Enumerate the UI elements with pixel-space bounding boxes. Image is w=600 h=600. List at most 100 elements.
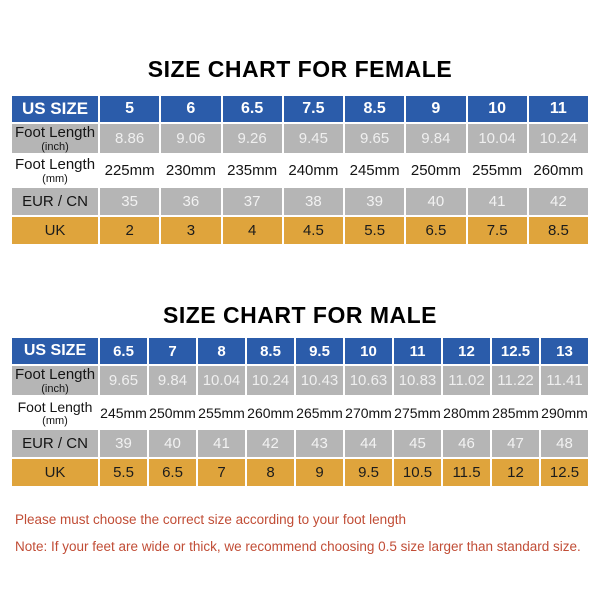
value-cell: 9.5 [294, 336, 345, 366]
row-label: EUR / CN [10, 428, 100, 459]
value-cell: 8 [196, 336, 247, 366]
value-cell: 9.84 [147, 364, 198, 397]
value-cell: 8.5 [342, 94, 407, 124]
value-cell: 255mm [196, 395, 247, 430]
male-chart-title: SIZE CHART FOR MALE [163, 302, 437, 328]
value-cell: 5.5 [98, 457, 149, 488]
value-cell: 260mm [526, 153, 591, 188]
value-cell: 39 [98, 428, 149, 459]
value-cell: 45 [392, 428, 443, 459]
value-cell: 10.5 [392, 457, 443, 488]
value-cell: 46 [441, 428, 492, 459]
row-sublabel: (inch) [41, 383, 69, 395]
value-cell: 11.5 [441, 457, 492, 488]
value-cell: 225mm [97, 153, 162, 188]
male-size-chart-uk-row: UK 5.5 6.5 7 8 9 9.5 10.5 11.5 12 12.5 [10, 457, 590, 488]
value-cell: 235mm [220, 153, 284, 188]
value-cell: 6.5 [220, 94, 284, 124]
value-cell: 42 [526, 186, 591, 217]
notes: Please must choose the correct size acco… [15, 511, 600, 555]
row-sublabel: (mm) [42, 414, 68, 427]
value-cell: 39 [342, 186, 407, 217]
row-label: Foot Length (inch) [10, 364, 100, 397]
value-cell: 9.65 [98, 364, 149, 397]
male-size-chart-mm-row: Foot Length (mm) 245mm 250mm 255mm 260mm 265mm… [10, 395, 590, 430]
value-cell: 12.5 [490, 336, 541, 366]
value-cell: 6 [159, 94, 223, 124]
value-cell: 260mm [245, 395, 296, 430]
value-cell: 7 [196, 457, 247, 488]
value-cell: 44 [343, 428, 394, 459]
value-cell: 265mm [294, 395, 345, 430]
note-line-1: Please must choose the correct size acco… [15, 512, 406, 527]
value-cell: 285mm [490, 395, 541, 430]
row-label: EUR / CN [10, 186, 100, 217]
male-size-chart-eur-row: EUR / CN 39 40 41 42 43 44 45 46 47 48 [10, 428, 590, 459]
value-cell: 12 [490, 457, 541, 488]
value-cell: 9.06 [159, 122, 223, 155]
row-sublabel: (mm) [42, 173, 68, 185]
value-cell: 8.5 [245, 336, 296, 366]
row-label: Foot Length (inch) [10, 122, 100, 155]
value-cell: 7.5 [281, 94, 346, 124]
value-cell: 5.5 [342, 215, 407, 246]
value-cell: 10.63 [343, 364, 394, 397]
value-cell: 37 [220, 186, 284, 217]
value-cell: 47 [490, 428, 541, 459]
value-cell: 43 [294, 428, 345, 459]
female-size-chart-mm-row: Foot Length (mm) 225mm 230mm 235mm 240mm 245mm… [10, 153, 591, 188]
value-cell: 280mm [441, 395, 492, 430]
male-size-table: US SIZE 6.5 7 8 8.5 9.5 10 11 12 12.5 13 Foot Lengt… [10, 336, 590, 488]
row-label: UK [10, 215, 100, 246]
note-line-2: Note: If your feet are wide or thick, we… [15, 539, 581, 554]
value-cell: 11.22 [490, 364, 541, 397]
value-cell: 250mm [147, 395, 198, 430]
row-sublabel: (inch) [41, 141, 69, 153]
value-cell: 9.65 [342, 122, 407, 155]
value-cell: 6.5 [147, 457, 198, 488]
row-label: US SIZE [10, 336, 100, 366]
value-cell: 9 [404, 94, 468, 124]
value-cell: 10 [343, 336, 394, 366]
value-cell: 10.83 [392, 364, 443, 397]
value-cell: 230mm [159, 153, 223, 188]
row-label: UK [10, 457, 100, 488]
value-cell: 275mm [392, 395, 443, 430]
female-size-chart-inch-row: Foot Length (inch) 8.86 9.06 9.26 9.45 9.65 9.8… [10, 122, 591, 155]
value-cell: 38 [281, 186, 346, 217]
value-cell: 245mm [342, 153, 407, 188]
value-cell: 9.26 [220, 122, 284, 155]
value-cell: 11 [526, 94, 591, 124]
value-cell: 10.43 [294, 364, 345, 397]
value-cell: 40 [147, 428, 198, 459]
value-cell: 7.5 [465, 215, 529, 246]
value-cell: 4 [220, 215, 284, 246]
value-cell: 245mm [98, 395, 149, 430]
value-cell: 35 [97, 186, 162, 217]
value-cell: 11.02 [441, 364, 492, 397]
value-cell: 6.5 [98, 336, 149, 366]
male-size-chart-header-row: US SIZE 6.5 7 8 8.5 9.5 10 11 12 12.5 13 [10, 336, 590, 366]
value-cell: 11 [392, 336, 443, 366]
value-cell: 5 [97, 94, 162, 124]
female-size-table: US SIZE 5 6 6.5 7.5 8.5 9 10 11 Foot Length (inch)… [10, 94, 591, 246]
value-cell: 2 [97, 215, 162, 246]
value-cell: 290mm [539, 395, 590, 430]
value-cell: 11.41 [539, 364, 590, 397]
value-cell: 9.45 [281, 122, 346, 155]
value-cell: 4.5 [281, 215, 346, 246]
value-cell: 270mm [343, 395, 394, 430]
value-cell: 48 [539, 428, 590, 459]
value-cell: 41 [196, 428, 247, 459]
value-cell: 6.5 [404, 215, 468, 246]
value-cell: 10.24 [526, 122, 591, 155]
value-cell: 8.5 [526, 215, 591, 246]
value-cell: 12.5 [539, 457, 590, 488]
value-cell: 9 [294, 457, 345, 488]
female-size-chart-uk-row: UK 2 3 4 4.5 5.5 6.5 7.5 8.5 [10, 215, 591, 246]
value-cell: 40 [404, 186, 468, 217]
value-cell: 8 [245, 457, 296, 488]
female-size-chart-header-row: US SIZE 5 6 6.5 7.5 8.5 9 10 11 [10, 94, 591, 124]
value-cell: 3 [159, 215, 223, 246]
